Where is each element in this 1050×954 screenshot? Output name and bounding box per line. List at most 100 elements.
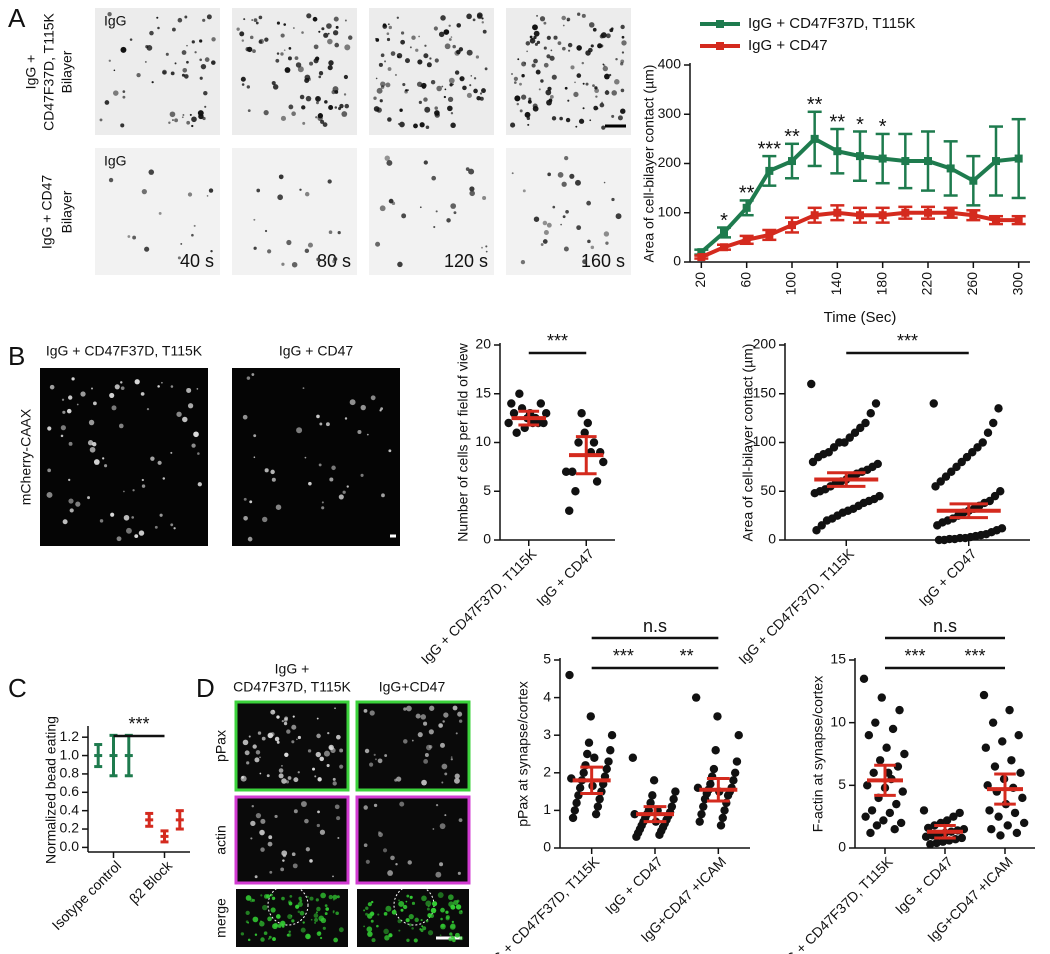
speckle	[621, 35, 625, 39]
speckle	[323, 750, 330, 757]
speckle	[439, 934, 442, 937]
speckle	[365, 906, 369, 910]
speckle	[573, 91, 579, 98]
speckle	[168, 121, 171, 124]
speckle	[261, 736, 266, 741]
speckle	[565, 209, 569, 214]
speckle	[382, 23, 387, 27]
speckle	[264, 468, 269, 473]
speckle	[343, 74, 349, 80]
speckle	[385, 82, 391, 88]
speckle	[424, 44, 427, 47]
speckle	[457, 711, 463, 717]
speckle	[386, 37, 391, 42]
speckle	[292, 715, 295, 718]
speckle	[291, 724, 297, 730]
point-marker	[833, 147, 842, 156]
speckle	[292, 27, 295, 29]
speckle	[546, 35, 551, 40]
speckle	[569, 173, 575, 179]
speckle	[450, 203, 457, 209]
speckle	[421, 895, 427, 902]
speckle	[148, 169, 155, 175]
speckle	[560, 223, 562, 226]
point-marker	[878, 154, 887, 163]
speckle	[400, 908, 404, 912]
speckle	[310, 918, 313, 921]
significance: n.s	[643, 616, 667, 636]
synapse-outline	[267, 884, 309, 926]
speckle	[590, 44, 594, 48]
speckle	[92, 401, 97, 406]
x-tick-label: 140	[828, 272, 844, 296]
data-point	[1016, 768, 1025, 777]
speckle	[46, 491, 53, 498]
speckle	[387, 67, 392, 71]
speckle	[454, 777, 460, 784]
speckle	[123, 514, 130, 521]
speckle	[314, 56, 320, 61]
speckle	[305, 95, 312, 102]
speckle	[344, 417, 348, 420]
speckle	[357, 429, 362, 435]
speckle	[389, 933, 392, 937]
speckle	[202, 18, 206, 22]
speckle	[448, 77, 455, 84]
speckle	[47, 468, 51, 473]
speckle	[284, 716, 289, 721]
speckle	[400, 39, 406, 45]
y-tick-label: 0	[838, 839, 846, 855]
y-tick-label: 0.4	[60, 801, 80, 817]
speckle	[440, 742, 445, 748]
speckle	[325, 422, 330, 427]
speckle	[264, 37, 269, 42]
speckle	[181, 50, 187, 55]
speckle	[297, 901, 303, 907]
speckle	[332, 894, 338, 900]
speckle	[114, 384, 120, 390]
speckle	[433, 26, 438, 31]
speckle	[403, 707, 407, 711]
speckle	[299, 899, 303, 903]
speckle	[602, 65, 608, 72]
data-point	[541, 409, 551, 418]
y-tick-label: 400	[658, 56, 682, 72]
speckle	[485, 245, 488, 248]
speckle	[297, 910, 301, 913]
speckle	[99, 118, 103, 122]
micrograph	[369, 8, 494, 135]
data-point	[863, 781, 872, 790]
speckle	[469, 255, 472, 258]
y-axis-label: Area of cell-bilayer contact (µm)	[641, 65, 657, 263]
data-point	[955, 808, 964, 818]
speckle	[274, 814, 278, 819]
y-tick-label: 0.6	[60, 783, 80, 799]
data-point	[504, 418, 513, 428]
speckle	[387, 870, 393, 876]
speckle	[604, 73, 610, 80]
speckle	[286, 239, 292, 246]
y-tick-label: 15	[830, 651, 846, 667]
speckle	[253, 246, 257, 250]
speckle	[363, 909, 366, 912]
speckle	[247, 536, 253, 542]
speckle	[388, 449, 392, 453]
speckle	[562, 46, 566, 51]
speckle	[592, 27, 597, 32]
speckle	[419, 122, 425, 128]
speckle	[260, 920, 262, 923]
speckle	[611, 90, 617, 96]
speckle	[608, 73, 612, 77]
speckle	[605, 241, 609, 245]
speckle	[409, 46, 412, 49]
x-tick-label: IgG + CD47	[602, 853, 666, 917]
speckle	[405, 89, 408, 92]
micrograph	[234, 795, 350, 885]
speckle	[304, 818, 309, 824]
speckle	[193, 224, 196, 227]
speckle	[293, 809, 298, 814]
speckle	[247, 938, 251, 942]
speckle	[420, 919, 423, 922]
speckle	[421, 925, 424, 928]
data-point	[606, 746, 615, 755]
